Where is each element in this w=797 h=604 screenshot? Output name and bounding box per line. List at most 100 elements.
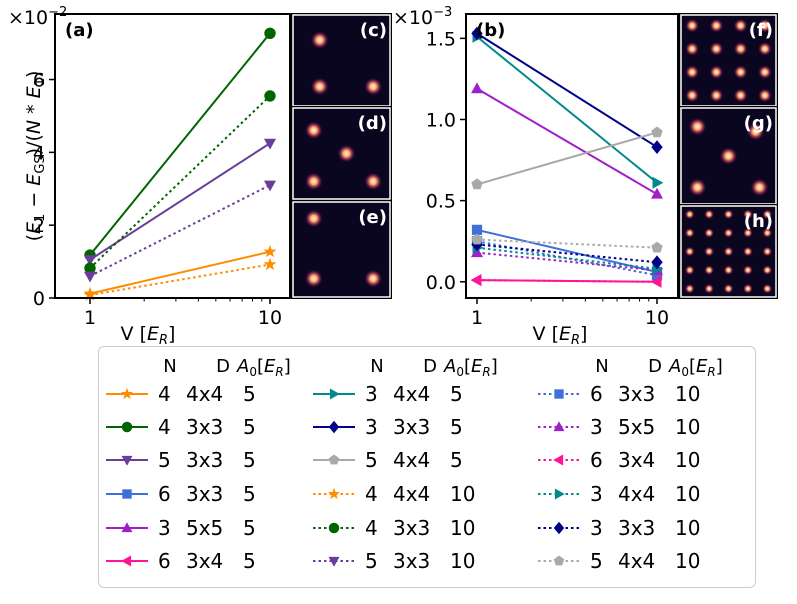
inset-f-density-peak bbox=[757, 88, 772, 103]
inset-c-label: (c) bbox=[360, 20, 387, 41]
inset-h-density-peak bbox=[723, 227, 734, 238]
legend-entry-1-5-n: 5 bbox=[365, 549, 378, 573]
legend-entry-2-1-a0: 10 bbox=[675, 415, 700, 439]
inset-f-density-peak bbox=[709, 18, 724, 33]
legend-entry-2-3-n: 3 bbox=[590, 482, 603, 506]
inset-f-density-peak bbox=[757, 41, 772, 56]
series-6-3x4-10-point-0 bbox=[470, 274, 482, 287]
inset-h-density-peak bbox=[684, 283, 695, 294]
panel-a: 0 2 4 6 1 10 V [ER] ×10−2(a) (E1 − EGS)/(N * E1) bbox=[8, 5, 291, 348]
legend-entry-0-3-d: 3x3 bbox=[186, 482, 223, 506]
legend-entry-2-1-d: 5x5 bbox=[618, 415, 655, 439]
inset-h-density-peak bbox=[742, 209, 753, 220]
legend-entry-2-2-a0: 10 bbox=[675, 448, 700, 472]
y-tick-label: 0.0 bbox=[426, 272, 456, 294]
legend-entry-1-3-marker bbox=[328, 487, 340, 500]
series-3-5x5-10-point-0 bbox=[471, 246, 483, 258]
inset-g-density-peak-0 bbox=[688, 117, 707, 136]
legend-entry-1-4-n: 4 bbox=[365, 516, 378, 540]
inset-f-density-peak bbox=[733, 18, 748, 33]
legend-entry-1-5-marker bbox=[328, 556, 340, 567]
series-5-3x3-10-line bbox=[89, 184, 271, 278]
legend-entry-2-4-a0: 10 bbox=[675, 516, 700, 540]
inset-h-density-peak bbox=[762, 227, 773, 238]
legend-entry-2-5-n: 5 bbox=[590, 549, 603, 573]
series-4-4x4-10-line bbox=[89, 263, 271, 297]
legend-entry-0-1-n: 4 bbox=[158, 415, 171, 439]
legend-entry-1-0-a0: 5 bbox=[450, 382, 463, 406]
inset-h-density-peak bbox=[762, 265, 773, 276]
legend-entry-2-4-d: 3x3 bbox=[618, 516, 655, 540]
legend-entry-1-3-d: 4x4 bbox=[393, 482, 430, 506]
legend-entry-1-1-marker bbox=[328, 420, 340, 434]
inset-f-label: (f) bbox=[749, 20, 773, 41]
legend-entry-0-1-a0: 5 bbox=[243, 415, 256, 439]
inset-f-density-peak bbox=[685, 65, 700, 80]
inset-f-density-peak bbox=[709, 88, 724, 103]
legend-entry-1-4-a0: 10 bbox=[450, 516, 475, 540]
series-3-4x4-5-line bbox=[476, 35, 658, 184]
legend-entry-1-4-marker bbox=[328, 522, 340, 534]
legend-entry-0-0-n: 4 bbox=[158, 382, 171, 406]
inset-e-density-peak-2 bbox=[364, 269, 383, 288]
legend-entry-0-5-n: 6 bbox=[158, 549, 171, 573]
series-6-3x4-10-line bbox=[476, 279, 658, 283]
inset-h-density-peak bbox=[723, 265, 734, 276]
x-tick-label: 10 bbox=[258, 307, 282, 329]
inset-f-density-peak bbox=[685, 88, 700, 103]
inset-h-density-peak bbox=[704, 246, 715, 257]
inset-h-density-peak bbox=[684, 209, 695, 220]
legend-entry-0-5-marker bbox=[121, 555, 132, 567]
legend-entry-2-2-marker bbox=[553, 454, 564, 466]
x-tick-label: 1 bbox=[471, 307, 483, 329]
x-tick-label: 1 bbox=[84, 307, 96, 329]
inset-d-density-peak-1 bbox=[337, 144, 356, 163]
inset-g-density-peak-4 bbox=[719, 147, 738, 165]
legend-entry-1-2-marker bbox=[328, 454, 340, 465]
legend-entry-2-1-n: 3 bbox=[590, 415, 603, 439]
legend-header-n: N bbox=[595, 356, 608, 377]
series-5-3x3-5-line bbox=[89, 142, 271, 261]
series-4-3x3-10-point-0 bbox=[84, 262, 96, 274]
legend-entry-0-2-marker bbox=[121, 455, 133, 466]
inset-h-border bbox=[680, 205, 777, 298]
series-4-3x3-5-point-1 bbox=[264, 27, 276, 39]
inset-d-border bbox=[292, 107, 391, 200]
legend-entry-0-2-d: 3x3 bbox=[186, 448, 223, 472]
inset-h-density-peak bbox=[684, 227, 695, 238]
y-tick-label: 2 bbox=[33, 215, 45, 237]
panel-b: 0.0 0.5 1.0 1.5 1 10 V [ER] ×10−3 (b) bbox=[393, 5, 679, 348]
inset-f-density-peak bbox=[685, 41, 700, 56]
legend-entry-2-4-marker bbox=[553, 521, 565, 535]
series-3-3x3-10-point-1 bbox=[651, 255, 663, 270]
inset-h-density-peak bbox=[762, 283, 773, 294]
series-5-4x4-5-line bbox=[476, 131, 658, 186]
legend: N D A0[ER] 4 4x4 5 4 3x3 5 5 3x3 5 6 3x3 5 3 5x5 5 6 3x4 5 N D… bbox=[106, 356, 723, 573]
y-tick-label: 4 bbox=[33, 142, 45, 164]
legend-entry-0-3-a0: 5 bbox=[243, 482, 256, 506]
inset-h-density-peak bbox=[704, 227, 715, 238]
inset-h-density-peak bbox=[723, 209, 734, 220]
legend-entry-2-1-marker bbox=[553, 421, 565, 432]
inset-h-density-peak bbox=[704, 283, 715, 294]
legend-header-d: D bbox=[423, 356, 437, 377]
series-3-3x3-10-line bbox=[476, 243, 658, 264]
series-5-4x4-5-point-0 bbox=[471, 178, 483, 190]
legend-entry-0-0-a0: 5 bbox=[243, 382, 256, 406]
series-5-3x3-10-point-0 bbox=[84, 271, 96, 283]
inset-g-density-peak-3 bbox=[746, 122, 765, 141]
series-3-5x5-5-point-0 bbox=[471, 82, 483, 94]
series-6-3x3-5-point-0 bbox=[471, 224, 483, 235]
inset-d-density-peak-0 bbox=[304, 121, 323, 140]
series-6-3x4-10-point-1 bbox=[650, 275, 662, 288]
legend-entry-2-4-n: 3 bbox=[590, 516, 603, 540]
y-tick-label: 6 bbox=[33, 70, 45, 92]
legend-entry-2-0-d: 3x3 bbox=[618, 382, 655, 406]
legend-box bbox=[98, 346, 756, 588]
series-3-4x4-5-point-1 bbox=[652, 176, 664, 189]
inset-f-density-peak bbox=[733, 65, 748, 80]
axes-frame bbox=[54, 13, 291, 299]
series-3-5x5-10-line bbox=[476, 251, 658, 272]
x-axis-label: V [ER] bbox=[533, 323, 588, 348]
x-axis-label: V [ER] bbox=[121, 323, 176, 348]
